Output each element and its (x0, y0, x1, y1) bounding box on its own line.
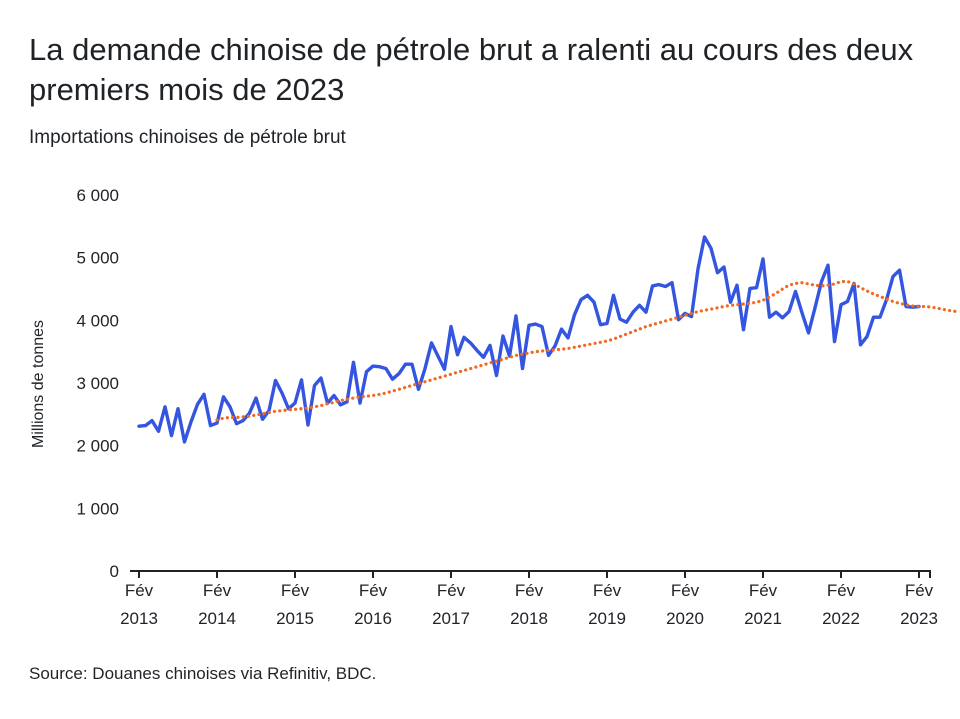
x-tick-month: Fév (593, 581, 622, 600)
x-tick-month: Fév (125, 581, 154, 600)
y-tick-label: 6 000 (76, 186, 119, 205)
y-tick-label: 0 (110, 562, 119, 581)
x-tick-year: 2014 (198, 609, 236, 628)
chart-title: La demande chinoise de pétrole brut a ra… (29, 32, 914, 107)
x-tick-year: 2022 (822, 609, 860, 628)
x-tick-year: 2023 (900, 609, 938, 628)
series-layer (137, 235, 960, 444)
x-tick-year: 2016 (354, 609, 392, 628)
x-tick-year: 2020 (666, 609, 704, 628)
y-tick-label: 3 000 (76, 374, 119, 393)
y-tick-label: 1 000 (76, 499, 119, 518)
x-tick-month: Fév (281, 581, 310, 600)
x-tick-month: Fév (437, 581, 466, 600)
source-note: Source: Douanes chinoises via Refinitiv,… (29, 664, 377, 683)
y-axis-label: Millions de tonnes (30, 320, 47, 448)
x-tick-month: Fév (671, 581, 700, 600)
y-axis-ticks: 0 1 000 2 000 3 000 4 000 5 000 6 000 (76, 186, 119, 581)
average-series-line (215, 279, 960, 422)
y-tick-label: 5 000 (76, 249, 119, 268)
x-tick-month: Fév (749, 581, 778, 600)
x-tick-month: Fév (203, 581, 232, 600)
x-tick-year: 2015 (276, 609, 314, 628)
x-axis-ticks: Fév 2013 Fév 2014 Fév 2015 Fév 2016 Fév 2017 Fév 20… (120, 571, 938, 628)
x-tick-month: Fév (515, 581, 544, 600)
x-tick-month: Fév (905, 581, 934, 600)
x-tick-year: 2019 (588, 609, 626, 628)
chart-subtitle: Importations chinoises de pétrole brut (29, 127, 346, 148)
x-tick-month: Fév (359, 581, 388, 600)
imports-series-line (137, 235, 921, 444)
x-tick-year: 2013 (120, 609, 158, 628)
x-tick-year: 2021 (744, 609, 782, 628)
y-tick-label: 4 000 (76, 311, 119, 330)
x-tick-year: 2018 (510, 609, 548, 628)
y-tick-label: 2 000 (76, 437, 119, 456)
x-tick-month: Fév (827, 581, 856, 600)
x-tick-year: 2017 (432, 609, 470, 628)
